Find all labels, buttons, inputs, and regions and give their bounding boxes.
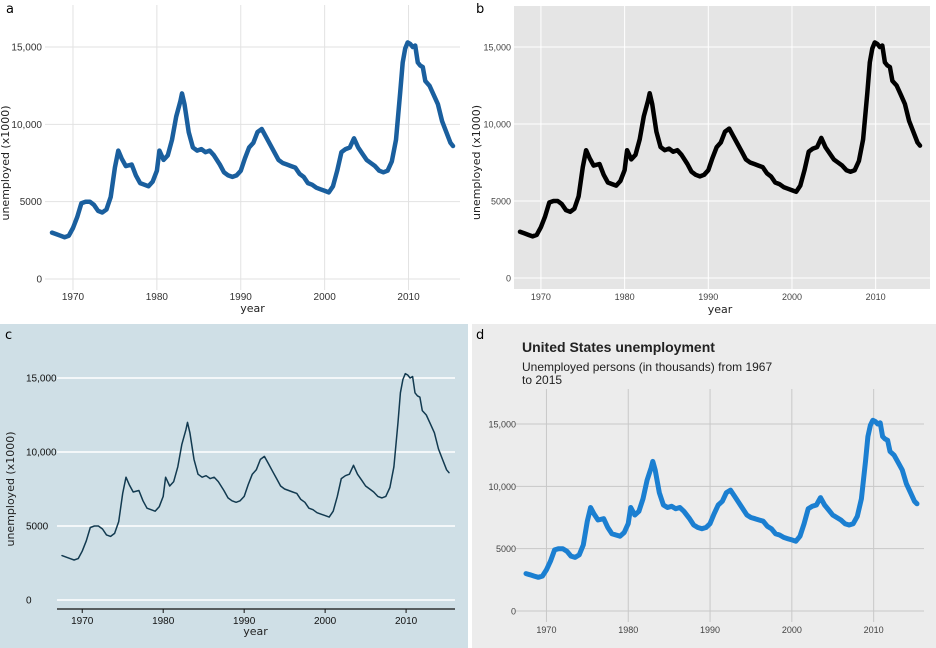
x-tick-label: 1990 xyxy=(233,616,256,627)
x-axis-title: year xyxy=(240,302,265,315)
x-tick-label: 2010 xyxy=(395,616,418,627)
x-tick-label: 1990 xyxy=(698,292,718,302)
x-tick-label: 2010 xyxy=(397,292,420,303)
panel-b: b 0 5000 10,000 15,000 1970 1980 1990 2000 2010 y… xyxy=(468,0,936,324)
y-axis-title: unemployed (x1000) xyxy=(4,431,17,546)
x-tick-label: 1970 xyxy=(536,625,556,635)
chart-b: 0 5000 10,000 15,000 1970 1980 1990 2000 2010 yea… xyxy=(470,6,930,316)
series-line xyxy=(523,417,920,580)
y-tick-label: 5000 xyxy=(491,197,511,207)
x-axis-title: year xyxy=(708,303,733,316)
y-tick-label: 5000 xyxy=(496,544,516,554)
y-tick-label: 0 xyxy=(511,607,516,617)
y-tick-label: 10,000 xyxy=(11,120,42,131)
x-tick-label: 2010 xyxy=(866,292,886,302)
x-tick-label: 1980 xyxy=(146,292,169,303)
y-tick-label: 5000 xyxy=(26,522,49,533)
y-tick-label: 0 xyxy=(26,596,32,607)
y-tick-label: 10,000 xyxy=(488,482,516,492)
panel-label-c: c xyxy=(5,328,13,343)
y-tick-label: 15,000 xyxy=(26,374,57,385)
y-tick-label: 15,000 xyxy=(483,43,511,53)
y-tick-label: 15,000 xyxy=(488,420,516,430)
y-tick-label: 5000 xyxy=(20,197,43,208)
panel-label-b: b xyxy=(476,2,485,17)
series-line xyxy=(49,40,456,240)
series-line xyxy=(61,372,450,561)
chart-d-title: United States unemployment xyxy=(522,339,715,355)
panel-c: c 0 5000 10,000 15,000 1970 1980 1990 2000 2010 y… xyxy=(0,324,468,648)
plot-background xyxy=(514,6,930,289)
x-tick-label: 1980 xyxy=(618,625,638,635)
panel-label-a: a xyxy=(6,2,14,17)
panel-a: a 0 5000 10,000 15,000 1970 1980 1990 2000 2010 y… xyxy=(0,0,468,324)
x-tick-label: 2000 xyxy=(782,625,802,635)
x-tick-label: 2000 xyxy=(314,616,337,627)
chart-c: 0 5000 10,000 15,000 1970 1980 1990 2000 2010 yea… xyxy=(4,372,455,638)
x-tick-label: 2000 xyxy=(782,292,802,302)
x-axis-title: year xyxy=(243,625,268,638)
y-axis-title: unemployed (x1000) xyxy=(0,105,12,220)
x-tick-label: 1970 xyxy=(71,616,94,627)
chart-d: 0 5000 10,000 15,000 1970 1980 1990 2000 2010 xyxy=(488,389,924,635)
x-tick-label: 1980 xyxy=(152,616,175,627)
x-tick-label: 1980 xyxy=(615,292,635,302)
x-tick-label: 1990 xyxy=(700,625,720,635)
x-tick-label: 2000 xyxy=(314,292,337,303)
x-tick-label: 1970 xyxy=(531,292,551,302)
panel-d: d United States unemployment Unemployed … xyxy=(472,324,936,648)
chart-a: 0 5000 10,000 15,000 1970 1980 1990 2000 2010 yea… xyxy=(0,5,460,315)
panel-label-d: d xyxy=(476,328,485,343)
chart-d-subtitle: Unemployed persons (in thousands) from 1… xyxy=(522,360,773,387)
y-tick-label: 0 xyxy=(36,275,42,286)
y-tick-label: 0 xyxy=(506,274,511,284)
x-tick-label: 1970 xyxy=(62,292,85,303)
y-tick-label: 15,000 xyxy=(11,43,42,54)
y-tick-label: 10,000 xyxy=(483,120,511,130)
y-tick-label: 10,000 xyxy=(26,448,57,459)
x-tick-label: 2010 xyxy=(864,625,884,635)
series-line xyxy=(517,40,923,239)
x-tick-label: 1990 xyxy=(230,292,253,303)
y-axis-title: unemployed (x1000) xyxy=(470,105,483,220)
